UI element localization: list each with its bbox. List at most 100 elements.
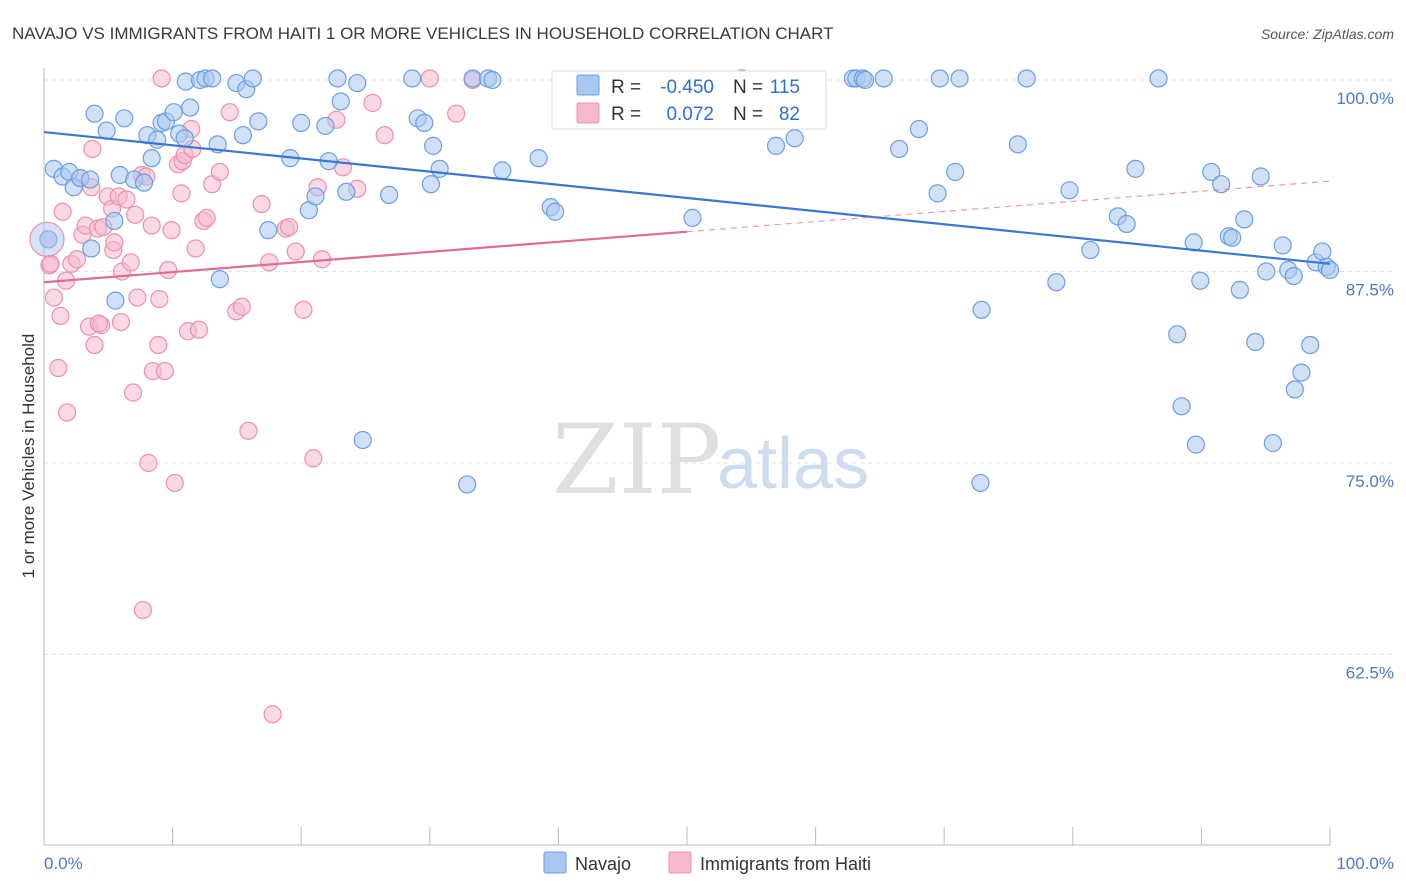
- navajo-point: [493, 161, 512, 180]
- navajo-point: [950, 69, 969, 88]
- navajo-point: [85, 104, 104, 123]
- watermark-zip: ZIP: [552, 404, 721, 516]
- haiti-point: [111, 312, 131, 332]
- navajo-point: [1301, 335, 1320, 355]
- haiti-point: [123, 383, 143, 402]
- haiti-point: [162, 221, 181, 240]
- navajo-point: [348, 73, 367, 93]
- navajo-point: [1081, 240, 1100, 260]
- y-tick-label: 75.0%: [1346, 472, 1394, 491]
- stats-r-value-haiti: 0.072: [666, 104, 714, 125]
- stats-n-value-navajo: 115: [770, 77, 800, 98]
- y-tick-label: 62.5%: [1346, 664, 1394, 683]
- navajo-point: [1186, 435, 1206, 454]
- haiti-point: [83, 139, 102, 159]
- stats-r-label-navajo: R =: [611, 77, 641, 98]
- haiti-point: [150, 289, 169, 309]
- navajo-point: [463, 69, 482, 88]
- haiti-point: [197, 208, 216, 227]
- haiti-point: [67, 250, 87, 269]
- navajo-point: [1060, 181, 1079, 200]
- navajo-point: [1117, 214, 1136, 234]
- haiti-point: [89, 314, 109, 333]
- haiti-trend-line: [43, 230, 688, 284]
- haiti-point: [41, 254, 60, 273]
- haiti-point: [44, 288, 63, 307]
- navajo-point: [403, 69, 422, 88]
- legend-label-haiti: Immigrants from Haiti: [700, 854, 871, 874]
- haiti-point: [49, 358, 68, 378]
- stats-n-label-navajo: N =: [733, 77, 763, 98]
- y-axis-label: 1 or more Vehicles in Household: [19, 334, 38, 579]
- navajo-point: [1017, 69, 1036, 88]
- navajo-trend-line: [43, 130, 1331, 265]
- haiti-point: [128, 288, 147, 307]
- navajo-point: [175, 129, 194, 148]
- navajo-point: [1313, 242, 1332, 261]
- navajo-point: [164, 103, 183, 122]
- navajo-point: [328, 69, 347, 88]
- navajo-point: [1168, 325, 1187, 344]
- stats-n-value-haiti: 82: [779, 104, 800, 125]
- stats-n-label-haiti: N =: [733, 104, 763, 125]
- navajo-point: [1008, 135, 1027, 154]
- navajo-point: [1320, 260, 1340, 280]
- navajo-point: [1257, 262, 1276, 281]
- haiti-point: [447, 104, 466, 123]
- navajo-point: [380, 185, 399, 204]
- navajo-point: [483, 70, 502, 90]
- haiti-point: [263, 705, 282, 724]
- navajo-point: [1149, 69, 1168, 88]
- haiti-point: [57, 403, 77, 422]
- navajo-point: [292, 113, 311, 132]
- haiti-point: [53, 202, 72, 221]
- navajo-point: [971, 473, 990, 493]
- stats-swatch-navajo: [576, 74, 600, 96]
- haiti-point: [105, 233, 124, 252]
- navajo-point: [1212, 175, 1231, 194]
- navajo-point: [458, 475, 477, 494]
- haiti-point: [139, 453, 158, 473]
- stats-r-label-haiti: R =: [611, 104, 641, 125]
- navajo-point: [115, 109, 134, 128]
- haiti-point: [155, 361, 175, 381]
- haiti-point: [232, 297, 251, 316]
- navajo-point: [1202, 162, 1221, 182]
- navajo-point: [353, 430, 372, 450]
- navajo-point: [82, 239, 101, 258]
- navajo-point: [1263, 433, 1282, 453]
- haiti-point: [220, 103, 239, 122]
- navajo-point: [259, 221, 278, 240]
- chart-title: NAVAJO VS IMMIGRANTS FROM HAITI 1 OR MOR…: [12, 24, 833, 43]
- navajo-point: [1285, 380, 1304, 399]
- stats-box: R = -0.450 N = 115 R = 0.072 N = 82: [551, 70, 827, 130]
- haiti-point: [280, 217, 299, 237]
- haiti-point: [142, 216, 161, 235]
- watermark: ZIP atlas: [552, 404, 869, 516]
- navajo-point: [928, 184, 947, 203]
- navajo-point: [1284, 266, 1303, 286]
- navajo-point: [874, 69, 893, 88]
- navajo-point: [546, 202, 565, 221]
- haiti-point: [420, 69, 439, 88]
- navajo-point: [203, 69, 222, 88]
- navajo-point: [855, 70, 875, 90]
- navajo-point: [1251, 167, 1270, 186]
- navajo-point: [415, 113, 434, 132]
- navajo-point: [972, 300, 991, 319]
- navajo-point: [233, 126, 253, 145]
- navajo-point: [430, 159, 449, 178]
- navajo-point: [316, 116, 335, 136]
- y-tick-labels: 100.0% 87.5% 75.0% 62.5%: [1336, 89, 1394, 683]
- haiti-point: [363, 93, 382, 113]
- navajo-point: [243, 69, 262, 88]
- navajo-point: [930, 69, 949, 88]
- y-tick-label: 100.0%: [1336, 89, 1394, 108]
- navajo-point: [81, 170, 100, 189]
- haiti-point: [85, 335, 104, 355]
- navajo-point: [142, 149, 161, 168]
- navajo-point: [766, 136, 786, 155]
- navajo-point: [331, 92, 350, 111]
- haiti-point: [165, 473, 184, 493]
- navajo-point: [785, 129, 804, 148]
